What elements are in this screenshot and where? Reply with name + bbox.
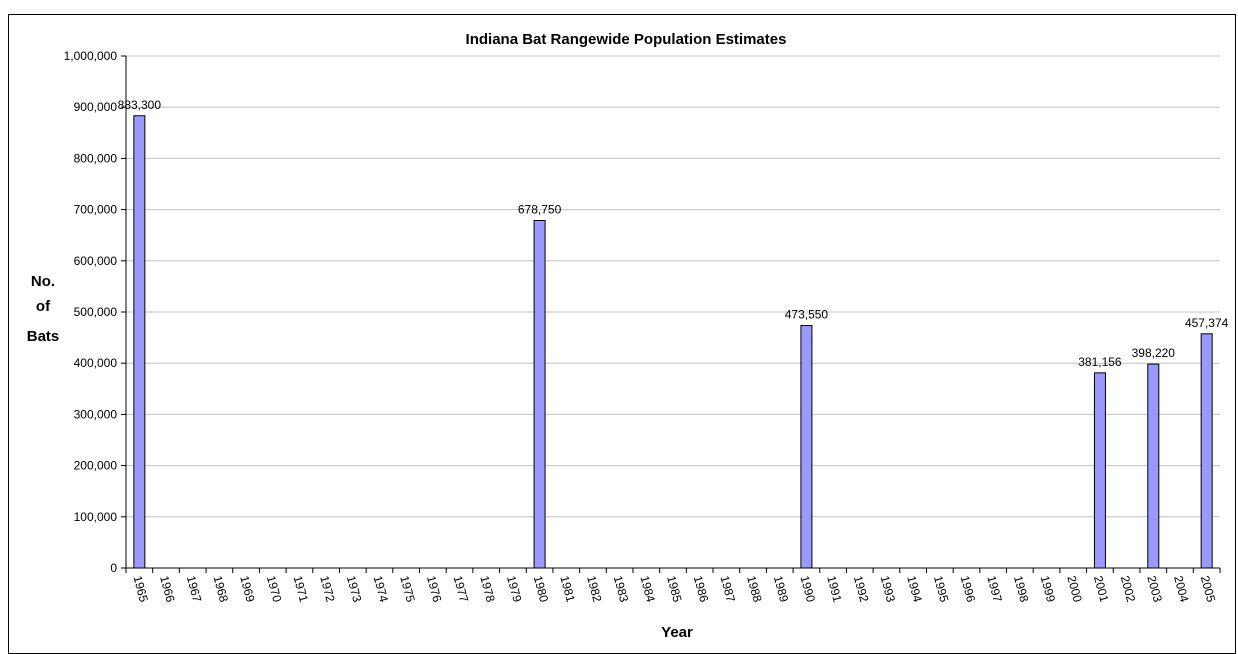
x-tick-label: 1972: [317, 574, 338, 604]
y-axis-title-line-3: Bats: [27, 328, 60, 345]
bar: [533, 219, 546, 569]
x-tick-label: 2005: [1198, 574, 1219, 604]
x-tick-label: 1965: [130, 574, 151, 604]
x-tick-label: 2002: [1118, 574, 1139, 604]
bar-chart: Indiana Bat Rangewide Population Estimat…: [27, 31, 1229, 641]
data-label: 883,300: [118, 98, 162, 112]
x-tick-label: 1985: [664, 574, 685, 604]
x-tick-label: 2000: [1064, 574, 1085, 604]
x-tick-label: 2004: [1171, 574, 1192, 604]
x-tick-label: 1998: [1011, 574, 1032, 604]
x-tick-label: 1981: [557, 574, 578, 604]
y-tick-label: 0: [110, 561, 117, 575]
x-tick-label: 1988: [744, 574, 765, 604]
y-axis-ticks: 0 100,000 200,000 300,000 400,000 500,000 600,…: [64, 49, 126, 575]
x-tick-label: 1967: [184, 574, 205, 604]
bar: [1200, 333, 1213, 569]
x-tick-label: 1990: [798, 574, 819, 604]
x-tick-label: 1975: [397, 574, 418, 604]
x-tick-label: 1995: [931, 574, 952, 604]
x-tick-label: 1970: [264, 574, 285, 604]
bar: [1093, 372, 1106, 569]
data-label: 398,220: [1132, 346, 1176, 360]
data-labels: 883,300 678,750 473,550 381,156 398,220 457,3…: [118, 98, 1229, 369]
bar: [1147, 363, 1160, 569]
x-tick-label: 1971: [291, 574, 312, 604]
chart-title: Indiana Bat Rangewide Population Estimat…: [466, 31, 787, 48]
y-tick-label: 500,000: [74, 305, 118, 319]
x-tick-label: 1980: [531, 574, 552, 604]
y-tick-label: 600,000: [74, 254, 118, 268]
x-tick-label: 1973: [344, 574, 365, 604]
chart-frame: Indiana Bat Rangewide Population Estimat…: [8, 14, 1236, 654]
y-tick-label: 900,000: [74, 100, 118, 114]
y-tick-label: 400,000: [74, 356, 118, 370]
x-axis: 1965 1966 1967 1968 1969 1970 1971 1972 1973 1974…: [125, 56, 1221, 604]
x-tick-label: 1992: [851, 574, 872, 604]
x-tick-label: 1997: [984, 574, 1005, 604]
x-tick-label: 1968: [210, 574, 231, 604]
x-tick-label: 1993: [878, 574, 899, 604]
gridlines: [126, 55, 1220, 518]
x-tick-label: 1977: [451, 574, 472, 604]
data-label: 457,374: [1185, 316, 1229, 330]
x-tick-label: 1994: [904, 574, 925, 604]
x-tick-label: 1996: [958, 574, 979, 604]
x-tick-label: 1983: [611, 574, 632, 604]
y-axis-title-line-2: of: [36, 298, 51, 315]
x-tick-label: 1986: [691, 574, 712, 604]
y-tick-label: 300,000: [74, 407, 118, 421]
x-tick-label: 2003: [1144, 574, 1165, 604]
x-tick-label: 1979: [504, 574, 525, 604]
y-tick-label: 700,000: [74, 203, 118, 217]
y-axis-title: No. of Bats: [27, 273, 60, 345]
data-label: 678,750: [518, 202, 562, 216]
bar: [800, 325, 813, 569]
y-tick-label: 1,000,000: [64, 49, 118, 63]
x-tick-label: 1978: [477, 574, 498, 604]
y-tick-label: 800,000: [74, 151, 118, 165]
x-tick-label: 1966: [157, 574, 178, 604]
data-label: 473,550: [785, 308, 829, 322]
bars: [133, 115, 1213, 569]
x-tick-label: 1987: [717, 574, 738, 604]
data-label: 381,156: [1078, 355, 1122, 369]
x-tick-label: 1999: [1038, 574, 1059, 604]
x-tick-label: 1969: [237, 574, 258, 604]
x-tick-label: 1976: [424, 574, 445, 604]
x-tick-label: 1974: [371, 574, 392, 604]
y-axis-title-line-1: No.: [31, 273, 55, 290]
x-tick-label: 1982: [584, 574, 605, 604]
x-tick-label: 1984: [637, 574, 658, 604]
y-tick-label: 100,000: [74, 510, 118, 524]
x-tick-label: 2001: [1091, 574, 1112, 604]
x-tick-label: 1989: [771, 574, 792, 604]
x-axis-title: Year: [661, 624, 693, 641]
x-tick-label: 1991: [824, 574, 845, 604]
bar: [133, 115, 146, 569]
y-tick-label: 200,000: [74, 459, 118, 473]
